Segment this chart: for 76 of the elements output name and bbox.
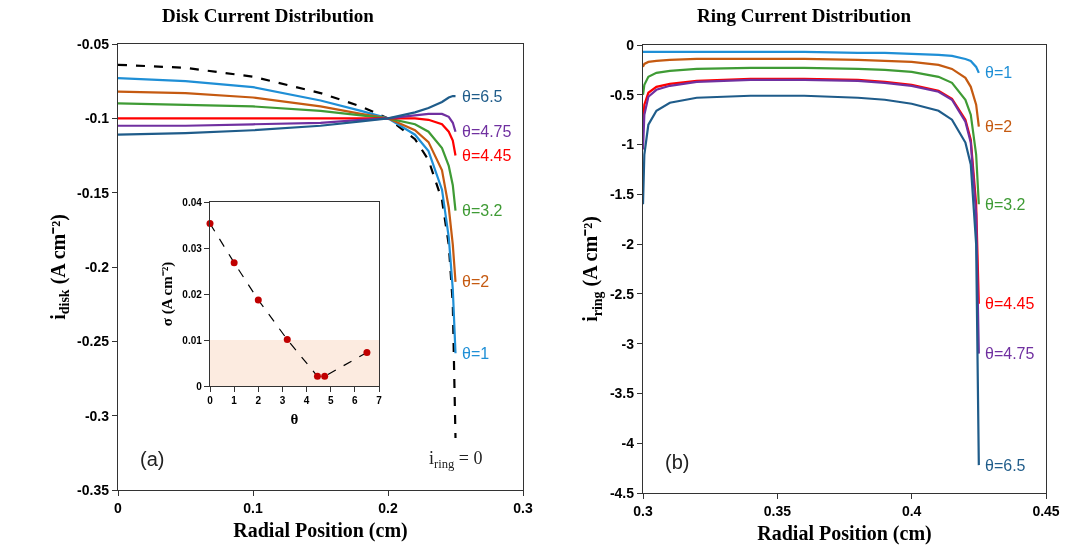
x-tick-label: 0.4 <box>901 503 922 519</box>
x-tick-label: 0.3 <box>513 500 533 516</box>
x-tick-label: 0 <box>114 500 123 516</box>
x-tick-label: 1 <box>231 395 238 407</box>
y-tick-label: -0.2 <box>84 258 110 275</box>
x-tick-label: 0 <box>207 395 214 407</box>
line-series <box>643 77 980 305</box>
series-label: θ=4.45 <box>985 295 1035 312</box>
chart-title: Disk Current Distribution <box>162 4 375 26</box>
x-tick-label: 0.3 <box>633 503 653 519</box>
series-label: θ=4.75 <box>462 123 512 140</box>
x-tick-label: 0.1 <box>243 500 263 516</box>
line-series <box>118 102 457 212</box>
x-tick-label: 6 <box>352 395 359 407</box>
point <box>254 296 262 304</box>
y-tick-label: -0.05 <box>77 35 110 52</box>
y-tick-label: 0.01 <box>182 334 203 346</box>
y-tick-label: -1 <box>621 136 635 153</box>
point <box>321 372 329 380</box>
annotation: (a) <box>140 448 165 470</box>
annotation: (b) <box>665 451 690 473</box>
series-label: θ=6.5 <box>462 88 503 105</box>
series-label: θ=3.2 <box>462 202 503 219</box>
y-tick-label: 0 <box>196 380 203 392</box>
line-series <box>643 50 980 74</box>
point <box>363 348 371 356</box>
series-label: θ=1 <box>985 64 1013 81</box>
y-tick-label: -4 <box>621 435 635 452</box>
y-tick-label: -0.1 <box>84 110 110 127</box>
series-label: θ=6.5 <box>985 457 1026 474</box>
line-series <box>118 117 457 157</box>
y-axis-title: σ (A cm⁻²) <box>158 261 176 327</box>
y-tick-label: -0.15 <box>77 184 110 201</box>
x-tick-label: 0.2 <box>378 500 398 516</box>
y-tick-label: -0.25 <box>77 333 110 350</box>
x-axis-title: Radial Position (cm) <box>233 519 408 543</box>
x-tick-label: 5 <box>327 395 334 407</box>
x-tick-label: 0.45 <box>1032 503 1060 519</box>
series-label: θ=4.45 <box>462 147 512 164</box>
line-series <box>643 57 980 128</box>
series-label: θ=2 <box>462 273 490 290</box>
series-label: θ=4.75 <box>985 345 1035 362</box>
y-tick-label: -3 <box>621 335 635 352</box>
y-tick-label: -0.3 <box>84 407 110 424</box>
series-label: θ=3.2 <box>985 196 1026 213</box>
y-tick-label: -3.5 <box>609 385 635 402</box>
line-series <box>118 94 457 136</box>
y-tick-label: 0.03 <box>182 242 203 254</box>
x-tick-label: 0.35 <box>763 503 792 519</box>
line-series <box>118 77 457 355</box>
chart-title: Ring Current Distribution <box>697 4 912 26</box>
annotation: i$_{ring}$ = 0 <box>429 448 483 471</box>
y-tick-label: -1.5 <box>609 186 635 203</box>
y-tick-label: -0.5 <box>609 86 635 103</box>
y-tick-label: -2 <box>621 236 635 253</box>
x-axis-title: Radial Position (cm) <box>757 522 932 546</box>
x-tick-label: 2 <box>255 395 262 407</box>
x-axis-title: θ <box>290 411 299 428</box>
y-tick-label: 0.04 <box>182 196 203 208</box>
y-tick-label: 0 <box>626 36 635 53</box>
point <box>230 259 238 267</box>
y-tick-label: 0.02 <box>182 288 203 300</box>
line-series <box>118 63 457 440</box>
line-series <box>118 112 457 133</box>
x-tick-label: 3 <box>279 395 286 407</box>
line-series <box>643 78 980 355</box>
y-tick-label: -2.5 <box>609 285 635 302</box>
y-tick-label: -4.5 <box>609 484 635 501</box>
x-tick-label: 7 <box>376 395 383 407</box>
series-label: θ=1 <box>462 345 490 362</box>
point <box>283 336 291 344</box>
point <box>313 372 321 380</box>
line-series <box>643 66 980 206</box>
x-tick-label: 4 <box>303 395 310 407</box>
y-tick-label: -0.35 <box>77 481 110 498</box>
series-label: θ=2 <box>985 118 1013 135</box>
